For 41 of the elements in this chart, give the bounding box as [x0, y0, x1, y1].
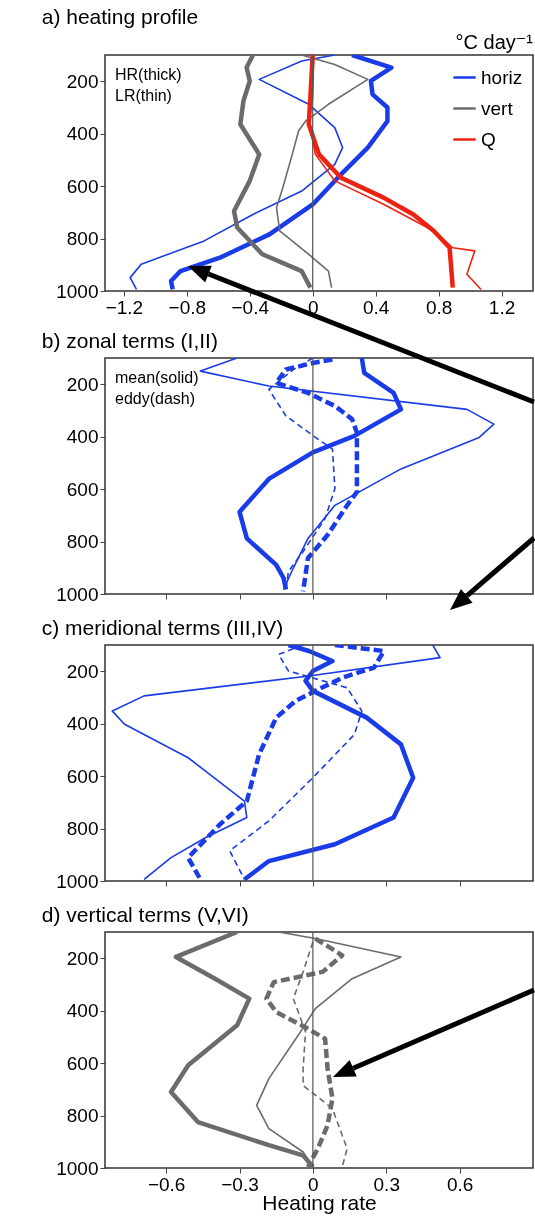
y-tick-label: 800	[66, 228, 99, 250]
annotation: HR(thick)	[115, 66, 182, 83]
y-tick-label: 1000	[56, 870, 99, 892]
chart-title: c) meridional terms (III,IV)	[41, 616, 284, 640]
y-tick-label: 800	[66, 531, 99, 553]
x-tick-label: −0.8	[168, 296, 207, 318]
chart-subtitle: °C day⁻¹	[455, 31, 534, 53]
legend-label: vert	[481, 97, 514, 119]
x-tick-label: 1.2	[488, 296, 516, 318]
chart-title: a) heating profile	[41, 5, 199, 28]
y-tick-label: 400	[66, 426, 99, 448]
annotation: LR(thin)	[115, 87, 172, 104]
x-tick-label: −0.3	[221, 1173, 259, 1195]
legend-label: horiz	[481, 66, 523, 88]
y-tick-label: 800	[66, 818, 99, 840]
y-tick-label: 200	[66, 660, 99, 682]
y-tick-label: 400	[66, 123, 99, 145]
chart-title: d) vertical terms (V,VI)	[41, 903, 249, 927]
x-tick-label: −0.6	[147, 1173, 186, 1195]
y-tick-label: 200	[66, 947, 99, 969]
x-tick-label: 0.6	[446, 1173, 474, 1195]
x-tick-label: 0.4	[362, 296, 390, 318]
y-tick-label: 400	[66, 713, 99, 735]
y-tick-label: 800	[66, 1105, 99, 1127]
y-tick-label: 200	[66, 70, 99, 92]
annotation: mean(solid)	[115, 369, 199, 386]
x-tick-label: −0.4	[231, 296, 270, 318]
legend-label: Q	[481, 128, 496, 150]
y-tick-label: 1000	[56, 583, 99, 605]
y-tick-label: 1000	[56, 1157, 99, 1179]
y-tick-label: 600	[66, 765, 99, 787]
y-tick-label: 1000	[56, 280, 99, 302]
chart-title: b) zonal terms (I,II)	[41, 329, 218, 353]
y-tick-label: 200	[66, 373, 99, 395]
y-tick-label: 400	[66, 1000, 99, 1022]
y-tick-label: 600	[66, 478, 99, 500]
y-tick-label: 600	[66, 175, 99, 197]
x-tick-label: 0.8	[425, 296, 453, 318]
y-tick-label: 600	[66, 1052, 99, 1074]
annotation: eddy(dash)	[115, 390, 196, 407]
x-tick-label: −1.2	[105, 296, 144, 318]
